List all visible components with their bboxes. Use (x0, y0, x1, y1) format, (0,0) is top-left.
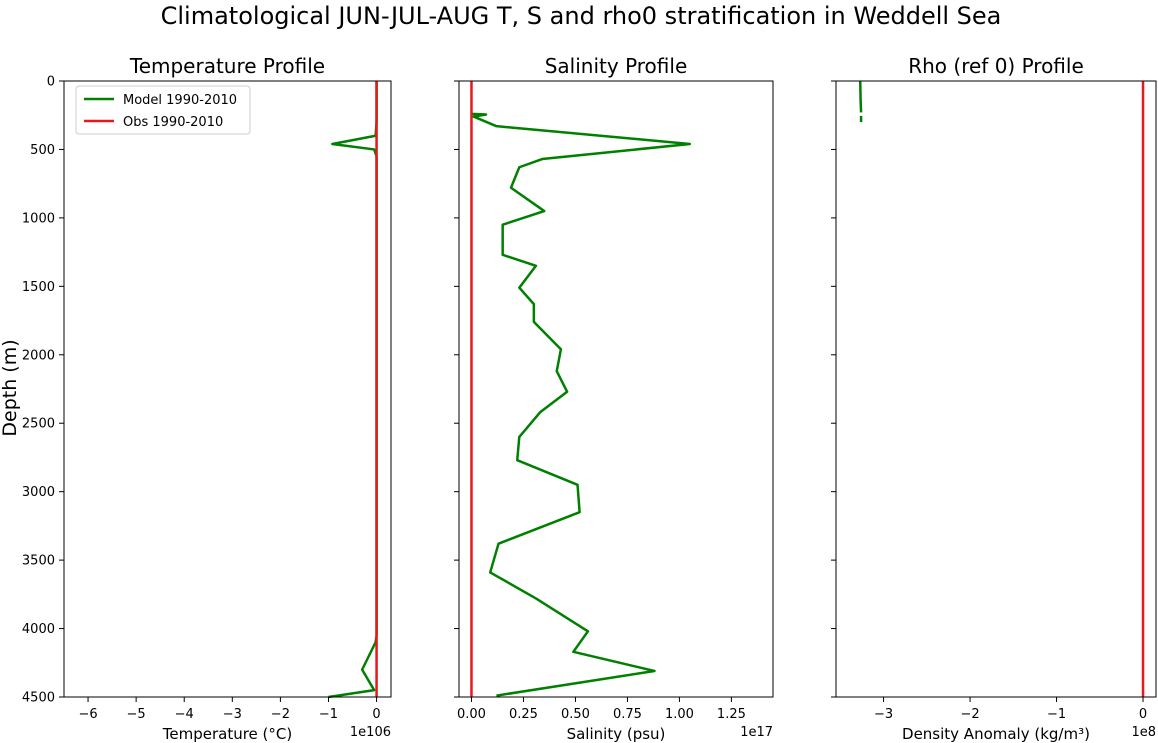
figure-title: Climatological JUN-JUL-AUG T, S and rho0… (161, 2, 1002, 30)
panel-2-offset-text: 1e17 (740, 725, 773, 740)
panel-1-ytick-label-0: 0 (47, 75, 55, 90)
panel-1-offset-text: 1e106 (350, 725, 391, 740)
legend: Model 1990-2010 Obs 1990-2010 (75, 85, 251, 135)
panel-1: −6 −5 −4 −3 −2 −1 0 0 500 1000 1500 2000 2500 3000 350… (22, 54, 392, 743)
panel-2-xtick-label-3: 0.75 (613, 707, 642, 722)
panel-1-ytick-label-9: 4500 (22, 691, 55, 706)
panel-1-series-model-1990-2010-0 (328, 81, 378, 699)
panel-1-xtick-label-1: −5 (127, 707, 146, 722)
panel-2-xlabel: Salinity (psu) (567, 725, 666, 743)
panel-1-xlabel: Temperature (°C) (162, 725, 292, 743)
panel-1-xtick-label-4: −2 (271, 707, 290, 722)
panel-1-ytick-label-1: 500 (30, 143, 55, 158)
panel-1-ytick-label-4: 2000 (22, 348, 55, 363)
panel-3-title: Rho (ref 0) Profile (908, 54, 1084, 78)
panel-3-xlabel: Density Anomaly (kg/m³) (902, 725, 1090, 743)
legend-label-obs: Obs 1990-2010 (123, 115, 223, 130)
panels: −6 −5 −4 −3 −2 −1 0 0 500 1000 1500 2000 2500 3000 350… (22, 54, 1157, 743)
panel-1-xtick-label-5: −1 (319, 707, 338, 722)
panel-2-xtick-label-4: 1.00 (665, 707, 694, 722)
panel-1-ytick-label-6: 3000 (22, 485, 55, 500)
panel-3-xtick-label-3: 0 (1139, 707, 1147, 722)
panel-1-ytick-label-5: 2500 (22, 417, 55, 432)
y-axis-label: Depth (m) (0, 339, 21, 436)
legend-label-model: Model 1990-2010 (123, 93, 237, 108)
panel-2-xtick-label-0: 0.00 (457, 707, 486, 722)
panel-1-ytick-label-3: 1500 (22, 280, 55, 295)
panel-3: −3 −2 −1 0 Rho (ref 0) Profile Density Anomal… (831, 54, 1157, 743)
panel-3-xtick-label-1: −2 (960, 707, 979, 722)
panel-1-xtick-label-3: −3 (223, 707, 242, 722)
panel-2-title: Salinity Profile (545, 54, 688, 78)
legend-box (75, 85, 251, 135)
panel-2-axes-frame (458, 80, 774, 698)
panel-1-ytick-label-2: 1000 (22, 211, 55, 226)
panel-1-axes-frame (63, 80, 392, 698)
panel-3-series-model-1990-2010-0 (858, 80, 863, 113)
panel-2-xtick-label-2: 0.50 (561, 707, 590, 722)
panel-1-xtick-label-0: −6 (78, 707, 97, 722)
panel-1-xtick-label-2: −4 (175, 707, 194, 722)
panel-3-axes-frame (835, 80, 1157, 698)
panel-1-ytick-label-8: 4000 (22, 622, 55, 637)
panel-3-offset-text: 1e8 (1131, 725, 1156, 740)
panel-1-xtick-label-6: 0 (372, 707, 380, 722)
panel-3-xtick-label-0: −3 (874, 707, 893, 722)
panel-1-title: Temperature Profile (129, 54, 325, 78)
panel-1-ytick-label-7: 3500 (22, 554, 55, 569)
panel-3-xtick-label-2: −1 (1047, 707, 1066, 722)
panel-2-xtick-label-5: 1.25 (717, 707, 746, 722)
panel-2: 0.00 0.25 0.50 0.75 1.00 1.25 Salinity Profile… (454, 54, 774, 743)
panel-2-series-model-1990-2010-0 (471, 112, 692, 697)
panel-2-xtick-label-1: 0.25 (509, 707, 538, 722)
